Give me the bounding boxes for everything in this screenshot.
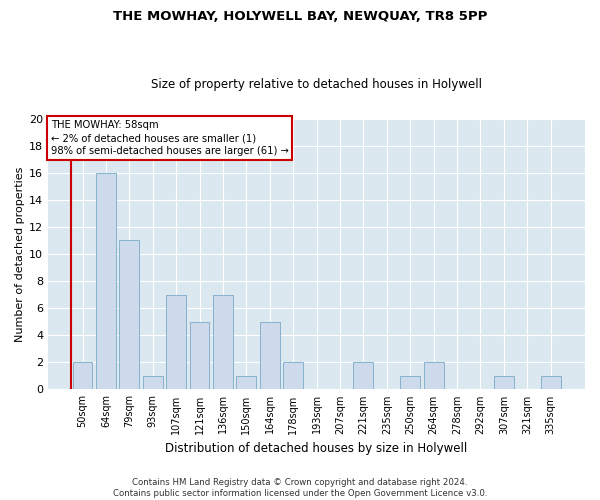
Bar [541,376,560,390]
Bar [166,294,186,390]
Bar [424,362,443,390]
Bar [353,362,373,390]
Text: THE MOWHAY, HOLYWELL BAY, NEWQUAY, TR8 5PP: THE MOWHAY, HOLYWELL BAY, NEWQUAY, TR8 5… [113,10,487,23]
Bar [96,172,116,390]
Bar [260,322,280,390]
Text: THE MOWHAY: 58sqm
← 2% of detached houses are smaller (1)
98% of semi-detached h: THE MOWHAY: 58sqm ← 2% of detached house… [51,120,289,156]
Bar [283,362,303,390]
Bar [400,376,420,390]
Bar [73,362,92,390]
Title: Size of property relative to detached houses in Holywell: Size of property relative to detached ho… [151,78,482,91]
Text: Contains HM Land Registry data © Crown copyright and database right 2024.
Contai: Contains HM Land Registry data © Crown c… [113,478,487,498]
Bar [213,294,233,390]
Bar [236,376,256,390]
X-axis label: Distribution of detached houses by size in Holywell: Distribution of detached houses by size … [166,442,468,455]
Y-axis label: Number of detached properties: Number of detached properties [15,166,25,342]
Bar [190,322,209,390]
Bar [494,376,514,390]
Bar [119,240,139,390]
Bar [143,376,163,390]
